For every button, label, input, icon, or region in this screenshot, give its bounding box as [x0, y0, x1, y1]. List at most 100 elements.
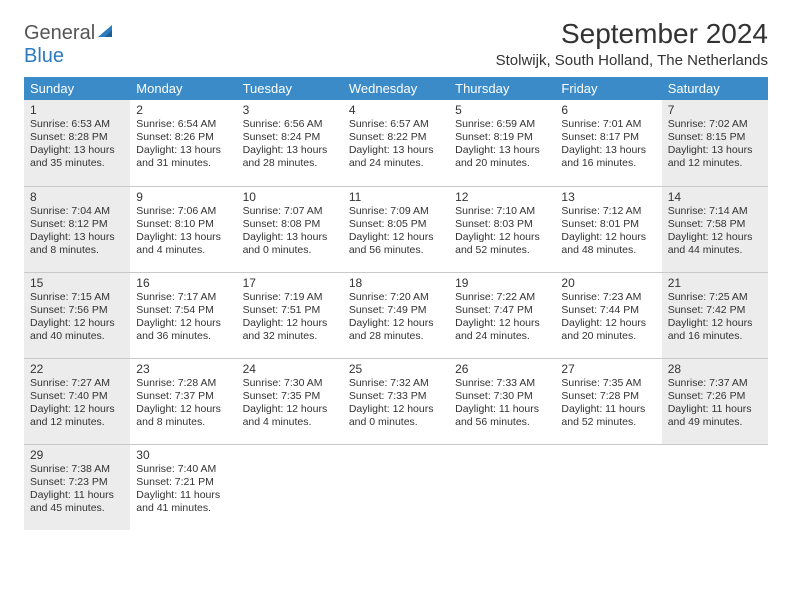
day-info: Sunrise: 6:56 AMSunset: 8:24 PMDaylight:… [243, 118, 337, 171]
calendar-day-cell: 16Sunrise: 7:17 AMSunset: 7:54 PMDayligh… [130, 272, 236, 358]
daylight-text: Daylight: 12 hours and 4 minutes. [243, 403, 337, 429]
day-info: Sunrise: 7:06 AMSunset: 8:10 PMDaylight:… [136, 205, 230, 258]
calendar-day-cell: 11Sunrise: 7:09 AMSunset: 8:05 PMDayligh… [343, 186, 449, 272]
sunrise-text: Sunrise: 7:28 AM [136, 377, 230, 390]
day-info: Sunrise: 7:10 AMSunset: 8:03 PMDaylight:… [455, 205, 549, 258]
daylight-text: Daylight: 13 hours and 12 minutes. [668, 144, 762, 170]
day-info: Sunrise: 7:01 AMSunset: 8:17 PMDaylight:… [561, 118, 655, 171]
day-info: Sunrise: 7:33 AMSunset: 7:30 PMDaylight:… [455, 377, 549, 430]
day-number: 11 [349, 190, 443, 204]
sunrise-text: Sunrise: 7:33 AM [455, 377, 549, 390]
sunrise-text: Sunrise: 7:02 AM [668, 118, 762, 131]
sunrise-text: Sunrise: 7:19 AM [243, 291, 337, 304]
day-info: Sunrise: 6:59 AMSunset: 8:19 PMDaylight:… [455, 118, 549, 171]
day-info: Sunrise: 7:38 AMSunset: 7:23 PMDaylight:… [30, 463, 124, 516]
calendar-week-row: 22Sunrise: 7:27 AMSunset: 7:40 PMDayligh… [24, 358, 768, 444]
sunset-text: Sunset: 7:44 PM [561, 304, 655, 317]
day-number: 21 [668, 276, 762, 290]
daylight-text: Daylight: 13 hours and 31 minutes. [136, 144, 230, 170]
calendar-day-cell: 29Sunrise: 7:38 AMSunset: 7:23 PMDayligh… [24, 444, 130, 530]
sunset-text: Sunset: 7:54 PM [136, 304, 230, 317]
sunrise-text: Sunrise: 7:27 AM [30, 377, 124, 390]
sunrise-text: Sunrise: 7:22 AM [455, 291, 549, 304]
sunrise-text: Sunrise: 7:06 AM [136, 205, 230, 218]
day-number: 27 [561, 362, 655, 376]
daylight-text: Daylight: 12 hours and 16 minutes. [668, 317, 762, 343]
sunset-text: Sunset: 8:08 PM [243, 218, 337, 231]
sunset-text: Sunset: 7:51 PM [243, 304, 337, 317]
calendar-day-cell: 14Sunrise: 7:14 AMSunset: 7:58 PMDayligh… [662, 186, 768, 272]
day-info: Sunrise: 7:12 AMSunset: 8:01 PMDaylight:… [561, 205, 655, 258]
calendar-day-cell: 15Sunrise: 7:15 AMSunset: 7:56 PMDayligh… [24, 272, 130, 358]
calendar-table: SundayMondayTuesdayWednesdayThursdayFrid… [24, 77, 768, 530]
day-info: Sunrise: 7:20 AMSunset: 7:49 PMDaylight:… [349, 291, 443, 344]
day-number: 19 [455, 276, 549, 290]
sunrise-text: Sunrise: 6:56 AM [243, 118, 337, 131]
calendar-week-row: 1Sunrise: 6:53 AMSunset: 8:28 PMDaylight… [24, 100, 768, 186]
month-title: September 2024 [496, 18, 768, 50]
calendar-day-cell: 6Sunrise: 7:01 AMSunset: 8:17 PMDaylight… [555, 100, 661, 186]
day-number: 13 [561, 190, 655, 204]
calendar-day-cell: 18Sunrise: 7:20 AMSunset: 7:49 PMDayligh… [343, 272, 449, 358]
sunset-text: Sunset: 7:26 PM [668, 390, 762, 403]
sunset-text: Sunset: 8:19 PM [455, 131, 549, 144]
calendar-day-cell: 5Sunrise: 6:59 AMSunset: 8:19 PMDaylight… [449, 100, 555, 186]
day-info: Sunrise: 7:30 AMSunset: 7:35 PMDaylight:… [243, 377, 337, 430]
day-info: Sunrise: 7:22 AMSunset: 7:47 PMDaylight:… [455, 291, 549, 344]
sunrise-text: Sunrise: 7:10 AM [455, 205, 549, 218]
day-info: Sunrise: 7:14 AMSunset: 7:58 PMDaylight:… [668, 205, 762, 258]
sunrise-text: Sunrise: 7:04 AM [30, 205, 124, 218]
sunset-text: Sunset: 7:23 PM [30, 476, 124, 489]
day-info: Sunrise: 7:32 AMSunset: 7:33 PMDaylight:… [349, 377, 443, 430]
sunset-text: Sunset: 8:03 PM [455, 218, 549, 231]
day-info: Sunrise: 6:57 AMSunset: 8:22 PMDaylight:… [349, 118, 443, 171]
weekday-header: Saturday [662, 77, 768, 100]
day-number: 28 [668, 362, 762, 376]
daylight-text: Daylight: 12 hours and 32 minutes. [243, 317, 337, 343]
sunset-text: Sunset: 7:30 PM [455, 390, 549, 403]
day-info: Sunrise: 7:19 AMSunset: 7:51 PMDaylight:… [243, 291, 337, 344]
sunrise-text: Sunrise: 6:57 AM [349, 118, 443, 131]
calendar-day-cell: 27Sunrise: 7:35 AMSunset: 7:28 PMDayligh… [555, 358, 661, 444]
sunset-text: Sunset: 7:35 PM [243, 390, 337, 403]
calendar-empty-cell [449, 444, 555, 530]
calendar-day-cell: 3Sunrise: 6:56 AMSunset: 8:24 PMDaylight… [237, 100, 343, 186]
day-info: Sunrise: 7:02 AMSunset: 8:15 PMDaylight:… [668, 118, 762, 171]
calendar-day-cell: 24Sunrise: 7:30 AMSunset: 7:35 PMDayligh… [237, 358, 343, 444]
weekday-header: Monday [130, 77, 236, 100]
calendar-day-cell: 22Sunrise: 7:27 AMSunset: 7:40 PMDayligh… [24, 358, 130, 444]
day-number: 23 [136, 362, 230, 376]
calendar-day-cell: 30Sunrise: 7:40 AMSunset: 7:21 PMDayligh… [130, 444, 236, 530]
sunrise-text: Sunrise: 7:37 AM [668, 377, 762, 390]
weekday-header: Thursday [449, 77, 555, 100]
day-number: 20 [561, 276, 655, 290]
sunset-text: Sunset: 7:42 PM [668, 304, 762, 317]
daylight-text: Daylight: 12 hours and 44 minutes. [668, 231, 762, 257]
day-info: Sunrise: 7:04 AMSunset: 8:12 PMDaylight:… [30, 205, 124, 258]
calendar-empty-cell [662, 444, 768, 530]
logo-text: General Blue [24, 22, 116, 68]
sunrise-text: Sunrise: 6:59 AM [455, 118, 549, 131]
weekday-header: Wednesday [343, 77, 449, 100]
sunrise-text: Sunrise: 7:01 AM [561, 118, 655, 131]
day-number: 29 [30, 448, 124, 462]
sunset-text: Sunset: 7:33 PM [349, 390, 443, 403]
sunrise-text: Sunrise: 7:14 AM [668, 205, 762, 218]
daylight-text: Daylight: 12 hours and 0 minutes. [349, 403, 443, 429]
day-number: 10 [243, 190, 337, 204]
weekday-header: Tuesday [237, 77, 343, 100]
calendar-day-cell: 9Sunrise: 7:06 AMSunset: 8:10 PMDaylight… [130, 186, 236, 272]
sunrise-text: Sunrise: 7:30 AM [243, 377, 337, 390]
day-number: 22 [30, 362, 124, 376]
calendar-empty-cell [343, 444, 449, 530]
sunrise-text: Sunrise: 7:17 AM [136, 291, 230, 304]
calendar-week-row: 15Sunrise: 7:15 AMSunset: 7:56 PMDayligh… [24, 272, 768, 358]
calendar-week-row: 8Sunrise: 7:04 AMSunset: 8:12 PMDaylight… [24, 186, 768, 272]
day-info: Sunrise: 7:35 AMSunset: 7:28 PMDaylight:… [561, 377, 655, 430]
sunset-text: Sunset: 8:24 PM [243, 131, 337, 144]
daylight-text: Daylight: 12 hours and 48 minutes. [561, 231, 655, 257]
day-number: 26 [455, 362, 549, 376]
sunset-text: Sunset: 8:12 PM [30, 218, 124, 231]
calendar-day-cell: 4Sunrise: 6:57 AMSunset: 8:22 PMDaylight… [343, 100, 449, 186]
sunrise-text: Sunrise: 7:09 AM [349, 205, 443, 218]
